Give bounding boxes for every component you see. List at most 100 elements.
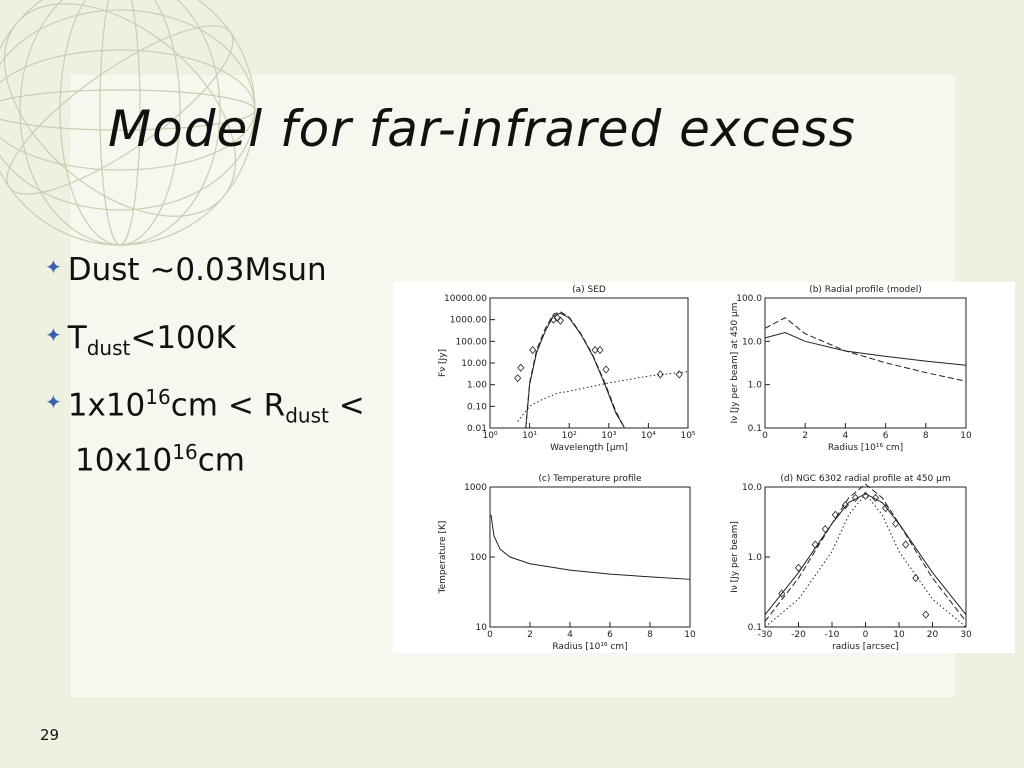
superscript: 16 [145,385,171,409]
bullet: ✦ Dust ~0.03Msun [45,252,327,288]
x-tick-label: 20 [927,630,939,640]
data-marker [549,315,557,324]
bullet: ✦ 1x1016cm < Rdust < [45,385,365,428]
y-tick-label: 10.0 [742,337,762,347]
slide-title: Model for far-infrared excess [108,100,856,158]
data-marker [821,525,829,534]
x-tick-label: 10⁵ [680,431,695,441]
x-tick-label: -30 [758,630,773,640]
data-marker [872,493,880,502]
x-tick-label: 8 [923,431,929,441]
bullet-text: 10x10 [75,442,173,479]
bullet-text: cm < R [170,387,286,424]
x-tick-label: 10 [893,630,905,640]
data-line [525,311,626,429]
data-marker [517,363,525,372]
x-axis-label: Wavelength [μm] [550,443,628,453]
bullet-text: 1x10 [67,387,146,424]
x-tick-label: 6 [883,431,889,441]
x-axis-label: radius [arcsec] [832,642,899,652]
x-tick-label: 8 [647,630,653,640]
y-tick-label: 10.0 [742,483,762,493]
chart-title: (a) SED [572,285,606,295]
plot-frame [764,297,967,429]
data-line [764,483,967,622]
x-tick-label: 10 [684,630,696,640]
data-marker [892,519,900,528]
superscript: 16 [172,440,198,464]
data-marker [778,589,786,598]
chart-title: (c) Temperature profile [538,474,642,484]
figure: (a) SED Wavelength [μm] Fν [Jy] 10⁰ 10¹ 10² 10… [393,282,1015,653]
x-tick-label: 4 [843,431,849,441]
data-marker [902,540,910,549]
y-tick-label: 1000.00 [450,316,487,326]
data-marker [596,345,604,355]
data-marker [591,345,599,355]
data-marker [514,374,522,383]
data-marker [841,501,849,510]
x-tick-label: -20 [791,630,806,640]
x-axis-label: Radius [10¹⁶ cm] [552,642,627,652]
x-tick-label: 0 [762,431,768,441]
data-line [764,492,967,628]
y-tick-label: 100.0 [736,294,762,304]
data-marker [851,493,859,502]
data-marker [831,510,839,519]
data-line [525,312,625,429]
x-tick-label: 0 [487,630,493,640]
y-axis-label: Temperature [K] [438,521,448,595]
x-tick-label: -10 [825,630,840,640]
bullet-text: < [328,387,365,424]
bullet-text: T [67,320,87,356]
x-tick-label: 10³ [601,431,616,441]
data-marker [861,491,870,500]
data-marker [602,365,610,374]
data-marker [556,316,564,325]
x-tick-label: 2 [802,431,808,441]
bullet-text: <100K [130,320,236,356]
data-marker [882,503,890,513]
y-tick-label: 1.00 [467,381,487,391]
globe-decoration [0,0,256,246]
x-tick-label: 2 [527,630,533,640]
y-tick-label: 1.0 [748,553,763,563]
bullet-text: cm [197,442,245,479]
y-tick-label: 1.0 [748,381,763,391]
y-axis-label: Fν [Jy] [438,349,448,377]
y-tick-label: 100.00 [456,337,488,347]
y-tick-label: 0.01 [467,424,487,434]
slide-number: 29 [40,726,60,744]
data-marker [675,370,683,379]
y-tick-label: 10 [476,623,488,633]
x-axis-label: Radius [10¹⁶ cm] [828,443,903,453]
y-axis-label: Iν [Jy per beam] at 450 μm [730,302,740,423]
y-tick-label: 100 [470,553,487,563]
x-tick-label: 0 [863,630,869,640]
y-tick-label: 0.10 [467,402,487,412]
bullet: ✦ Tdust<100K [45,320,236,361]
data-line [490,514,691,580]
y-tick-label: 10.00 [461,359,487,369]
chart-title: (d) NGC 6302 radial profile at 450 μm [780,474,950,484]
x-tick-label: 30 [960,630,972,640]
data-marker [912,573,920,583]
x-tick-label: 4 [567,630,573,640]
y-tick-label: 1000 [464,483,487,493]
figure-background [393,282,1015,653]
data-marker [656,370,664,379]
data-marker [553,313,561,323]
data-marker [794,563,803,572]
subscript: dust [285,403,329,428]
y-tick-label: 0.1 [748,424,762,434]
x-tick-label: 10² [562,431,577,441]
data-marker [811,540,819,549]
y-axis-label: Iν [Jy per beam] [730,521,740,593]
subscript: dust [86,336,131,361]
chart-title: (b) Radial profile (model) [809,285,922,295]
x-tick-label: 10⁴ [641,431,656,441]
x-tick-label: 10¹ [522,431,537,441]
data-line [764,317,967,382]
bullet-continuation: 10x1016cm [75,440,245,478]
data-marker [529,345,537,355]
